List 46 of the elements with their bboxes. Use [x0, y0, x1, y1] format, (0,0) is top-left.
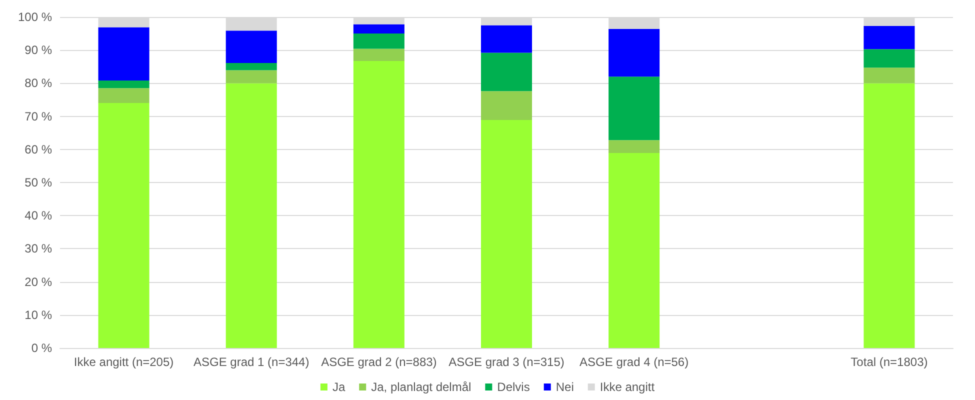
- y-tick-label: 10 %: [24, 308, 52, 322]
- x-tick-label: ASGE grad 2 (n=883): [321, 355, 437, 369]
- bar: [864, 49, 915, 68]
- legend-label: Ikke angitt: [600, 380, 656, 394]
- bar: [608, 76, 660, 140]
- legend-label: Nei: [556, 380, 574, 394]
- y-tick-label: 100 %: [18, 10, 52, 24]
- bar: [353, 34, 404, 49]
- bar: [226, 83, 277, 348]
- bar: [480, 120, 532, 348]
- bar: [353, 24, 404, 34]
- bar: [226, 70, 277, 84]
- y-tick-label: 50 %: [24, 176, 52, 190]
- bar: [353, 61, 404, 348]
- bar: [226, 30, 277, 64]
- x-tick-label: ASGE grad 1 (n=344): [193, 355, 310, 369]
- legend-label: Ja: [332, 380, 346, 394]
- bar: [864, 26, 915, 50]
- bar: [480, 91, 532, 120]
- bar: [98, 80, 150, 88]
- bar: [98, 27, 150, 81]
- x-tick-label: Total (n=1803): [850, 355, 928, 369]
- bar: [98, 103, 150, 348]
- bar: [353, 48, 404, 62]
- y-tick-label: 60 %: [24, 142, 52, 156]
- y-tick-label: 40 %: [24, 208, 52, 223]
- bar: [864, 83, 915, 348]
- x-tick-label: ASGE grad 3 (n=315): [448, 355, 564, 369]
- y-tick-label: 20 %: [24, 274, 52, 289]
- bar: [98, 88, 150, 104]
- x-tick-label: Ikke angitt (n=205): [74, 355, 174, 369]
- y-tick-label: 80 %: [24, 76, 52, 90]
- bar: [864, 68, 915, 84]
- y-tick-label: 30 %: [24, 242, 52, 256]
- bar: [226, 63, 277, 70]
- bar: [608, 28, 660, 77]
- y-tick-label: 90 %: [24, 43, 52, 58]
- y-tick-label: 0 %: [31, 341, 52, 355]
- bar: [480, 25, 532, 53]
- x-tick-label: ASGE grad 4 (n=56): [580, 355, 689, 369]
- bar: [608, 140, 660, 154]
- legend-label: Ja, planlagt delmål: [371, 380, 472, 394]
- bar: [608, 153, 660, 348]
- bar: [480, 52, 532, 92]
- y-tick-label: 70 %: [24, 109, 52, 124]
- legend-label: Delvis: [497, 380, 530, 394]
